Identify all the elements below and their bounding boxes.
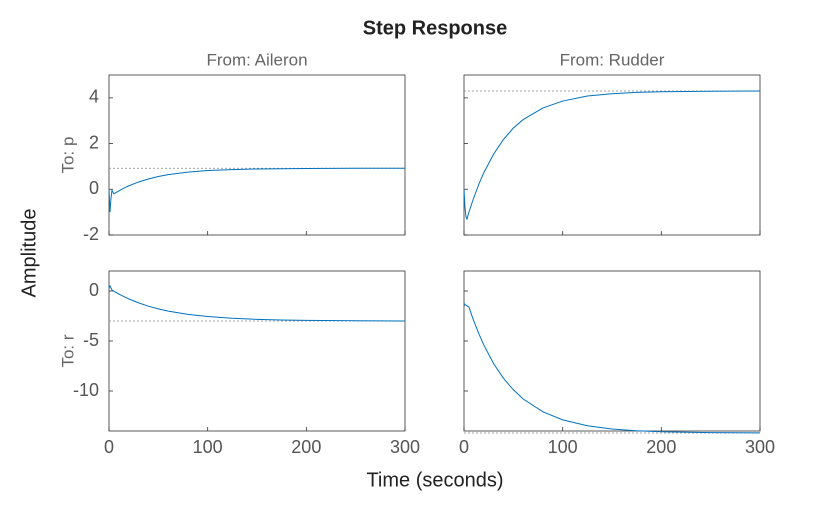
response-line — [463, 302, 761, 434]
x-tick-label: 300 — [745, 437, 775, 457]
response-line — [463, 90, 761, 221]
x-tick-label: 0 — [459, 437, 469, 457]
axes-box — [463, 74, 761, 236]
x-tick-label: 100 — [548, 437, 578, 457]
panel-title: From: Aileron — [206, 50, 307, 69]
y-tick-label: 2 — [89, 132, 99, 152]
x-axis-label: Time (seconds) — [366, 469, 503, 491]
axes-box — [108, 270, 406, 432]
y-tick-label: -2 — [83, 224, 99, 244]
axes-box — [463, 270, 761, 432]
response-line — [108, 284, 406, 322]
x-tick-label: 0 — [104, 437, 114, 457]
y-tick-label: -5 — [83, 330, 99, 350]
response-line — [108, 167, 405, 213]
x-tick-label: 200 — [646, 437, 676, 457]
x-tick-label: 200 — [291, 437, 321, 457]
y-tick-label: 0 — [89, 178, 99, 198]
axes-box — [108, 74, 406, 236]
y-tick-label: -10 — [73, 380, 99, 400]
panel-title: From: Rudder — [560, 50, 665, 69]
x-tick-label: 300 — [390, 437, 420, 457]
x-tick-label: 100 — [193, 437, 223, 457]
chart-title: Step Response — [363, 17, 507, 39]
y-tick-label: 4 — [89, 87, 99, 107]
row-label: To: r — [58, 334, 77, 367]
row-label: To: p — [58, 137, 77, 174]
y-tick-label: 0 — [89, 280, 99, 300]
y-axis-label: Amplitude — [18, 209, 40, 298]
